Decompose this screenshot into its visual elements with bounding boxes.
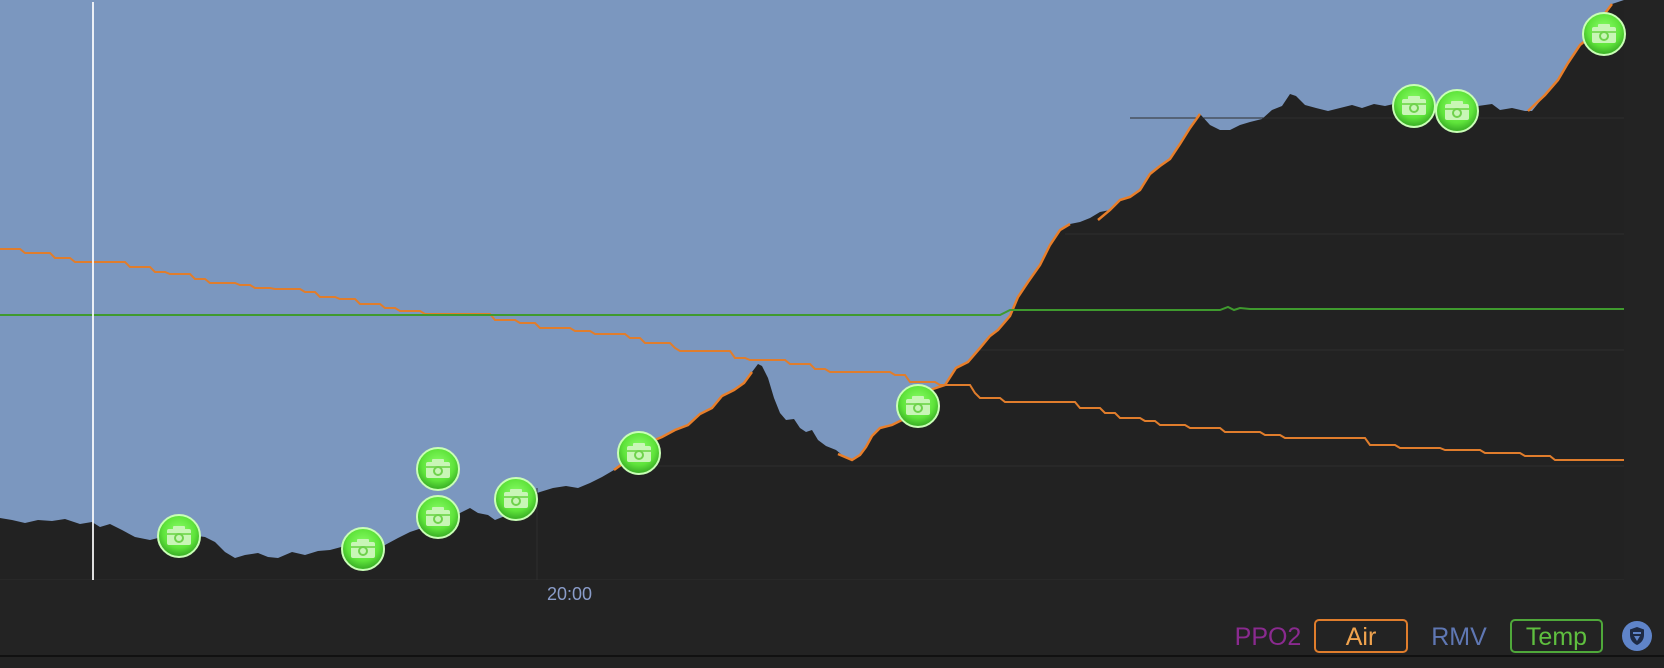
depth-profile-fill	[0, 0, 1624, 580]
shield-icon	[1630, 627, 1644, 645]
camera-icon[interactable]	[494, 477, 538, 521]
air-pressure-line	[0, 248, 1624, 461]
camera-icon[interactable]	[341, 527, 385, 571]
series-toggles: PPO2 Air RMV Temp	[1226, 618, 1603, 654]
camera-icon[interactable]	[416, 447, 460, 491]
depth-profile-line	[613, 3, 1613, 472]
grid-lines	[0, 117, 1624, 580]
temperature-line	[0, 305, 1624, 316]
temp-toggle[interactable]: Temp	[1510, 619, 1603, 653]
camera-icon[interactable]	[1392, 84, 1436, 128]
camera-icon[interactable]	[896, 384, 940, 428]
ppo2-toggle[interactable]: PPO2	[1234, 623, 1302, 651]
time-axis-label: 20:00	[547, 584, 593, 604]
camera-icon[interactable]	[1435, 89, 1479, 133]
rmv-toggle[interactable]: RMV	[1431, 623, 1487, 651]
dive-profile-graph[interactable]	[0, 0, 1664, 580]
bottom-divider	[0, 655, 1664, 657]
air-toggle[interactable]: Air	[1314, 619, 1408, 653]
filter-button[interactable]	[1622, 621, 1652, 651]
camera-icon[interactable]	[157, 514, 201, 558]
camera-icon[interactable]	[416, 495, 460, 539]
camera-icon[interactable]	[617, 431, 661, 475]
camera-icon[interactable]	[1582, 12, 1626, 56]
